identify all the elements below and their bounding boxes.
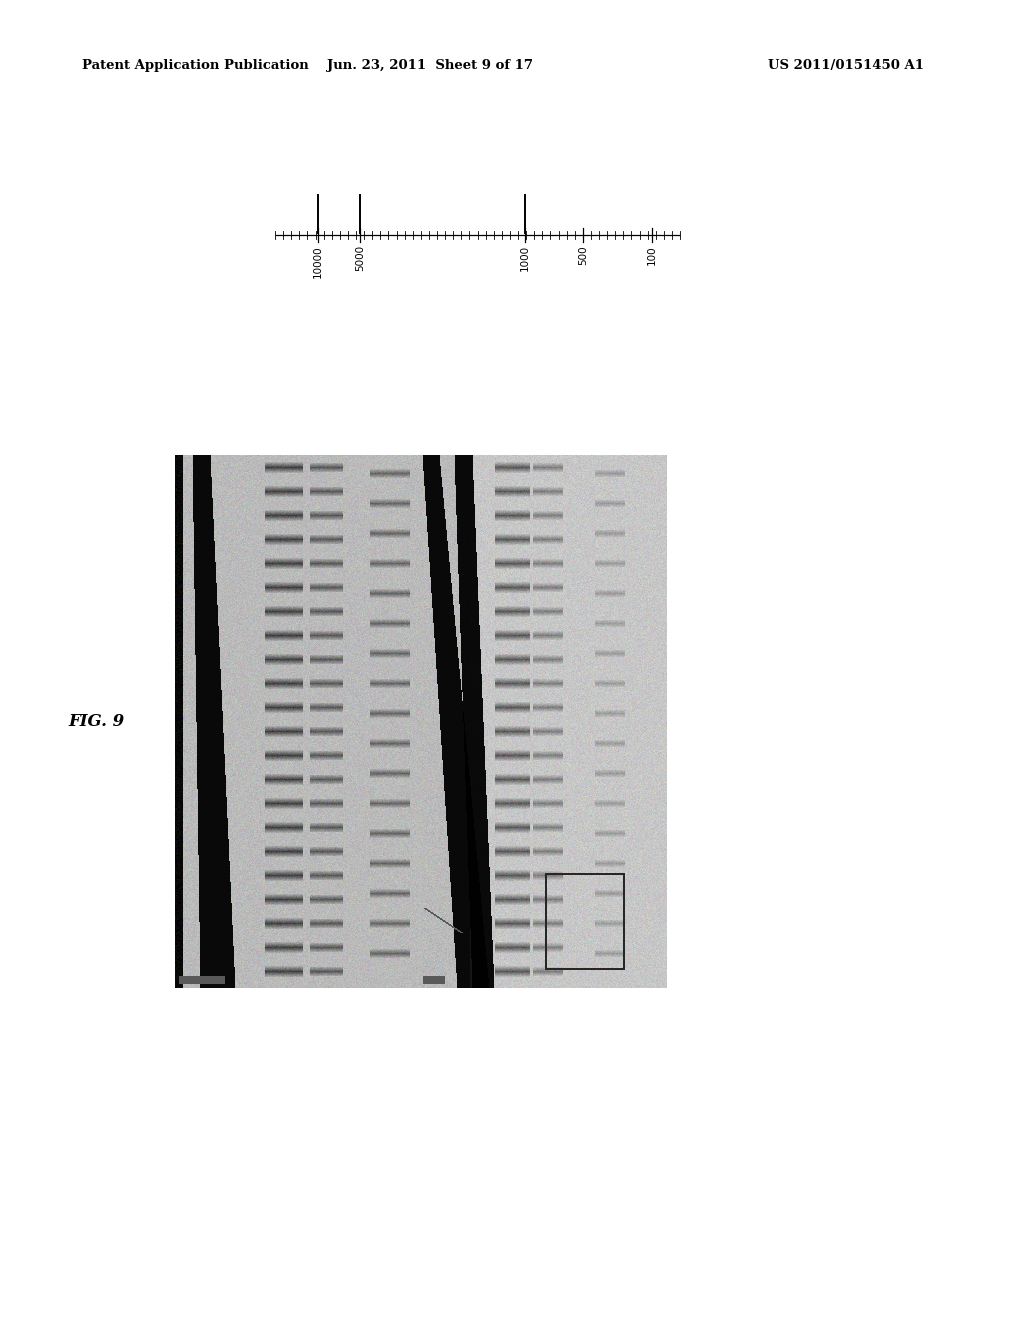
Text: 5000: 5000	[355, 246, 365, 271]
Text: FIG. 9: FIG. 9	[68, 713, 124, 730]
Text: US 2011/0151450 A1: US 2011/0151450 A1	[768, 58, 924, 71]
Text: 10000: 10000	[313, 246, 323, 277]
Text: Jun. 23, 2011  Sheet 9 of 17: Jun. 23, 2011 Sheet 9 of 17	[327, 58, 534, 71]
Text: 1000: 1000	[520, 246, 530, 271]
Text: 500: 500	[578, 246, 588, 264]
Text: Patent Application Publication: Patent Application Publication	[82, 58, 309, 71]
Text: 100: 100	[647, 246, 657, 264]
